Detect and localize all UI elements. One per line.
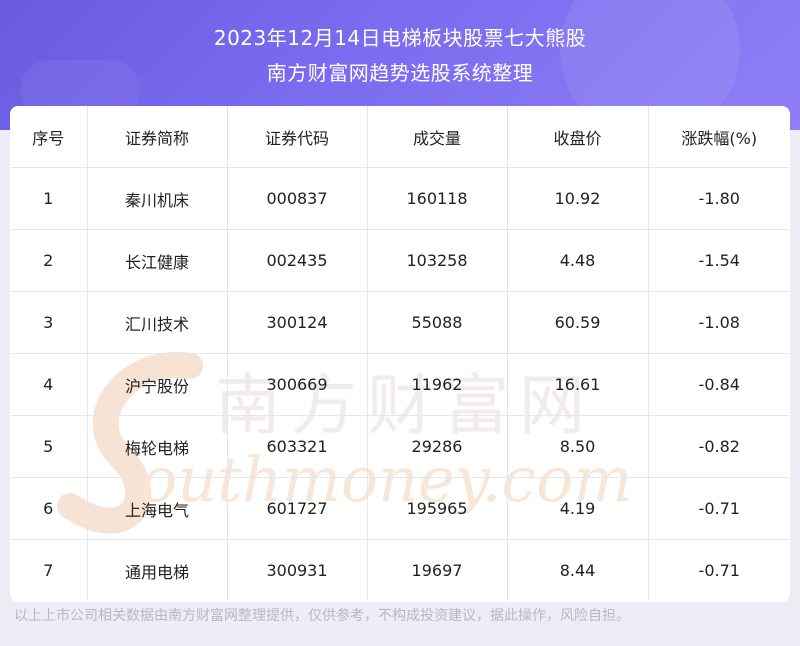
cell-index: 4 [10,353,88,416]
cell-index: 5 [10,415,88,478]
col-header-close: 收盘价 [507,106,649,168]
cell-name: 秦川机床 [87,167,228,230]
cell-close: 16.61 [507,353,649,416]
table-row: 5 梅轮电梯 603321 29286 8.50 -0.82 [10,415,790,478]
cell-volume: 160118 [367,167,508,230]
col-header-index: 序号 [10,106,88,168]
cell-close: 8.50 [507,415,649,478]
cell-index: 2 [10,229,88,292]
cell-change: -1.08 [648,291,790,354]
cell-change: -0.71 [648,477,790,540]
table-row: 6 上海电气 601727 195965 4.19 -0.71 [10,477,790,540]
cell-code: 601727 [227,477,368,540]
cell-close: 4.48 [507,229,649,292]
col-header-name: 证券简称 [87,106,228,168]
cell-name: 沪宁股份 [87,353,228,416]
cell-index: 1 [10,167,88,230]
disclaimer-text: 以上上市公司相关数据由南方财富网整理提供，仅供参考，不构成投资建议，据此操作，风… [14,608,630,624]
table-row: 2 长江健康 002435 103258 4.48 -1.54 [10,229,790,292]
cell-volume: 103258 [367,229,508,292]
cell-name: 通用电梯 [87,539,228,601]
cell-code: 300931 [227,539,368,601]
cell-index: 3 [10,291,88,354]
cell-change: -0.82 [648,415,790,478]
cell-volume: 195965 [367,477,508,540]
table-row: 4 沪宁股份 300669 11962 16.61 -0.84 [10,353,790,416]
table-row: 1 秦川机床 000837 160118 10.92 -1.80 [10,167,790,230]
cell-code: 300669 [227,353,368,416]
page-subtitle: 南方财富网趋势选股系统整理 [266,61,534,85]
cell-code: 300124 [227,291,368,354]
cell-name: 长江健康 [87,229,228,292]
cell-name: 梅轮电梯 [87,415,228,478]
col-header-change: 涨跌幅(%) [648,106,790,168]
col-header-code: 证券代码 [227,106,368,168]
cell-index: 7 [10,539,88,601]
cell-change: -0.84 [648,353,790,416]
table-row: 3 汇川技术 300124 55088 60.59 -1.08 [10,291,790,354]
col-header-volume: 成交量 [367,106,508,168]
cell-close: 4.19 [507,477,649,540]
table-row: 7 通用电梯 300931 19697 8.44 -0.71 [10,539,790,601]
cell-close: 8.44 [507,539,649,601]
cell-close: 10.92 [507,167,649,230]
page-title: 2023年12月14日电梯板块股票七大熊股 [213,26,587,50]
cell-name: 上海电气 [87,477,228,540]
cell-code: 000837 [227,167,368,230]
cell-index: 6 [10,477,88,540]
cell-volume: 55088 [367,291,508,354]
cell-code: 603321 [227,415,368,478]
cell-volume: 29286 [367,415,508,478]
cell-volume: 19697 [367,539,508,601]
cell-code: 002435 [227,229,368,292]
table-header-row: 序号 证券简称 证券代码 成交量 收盘价 涨跌幅(%) [10,106,790,168]
cell-change: -1.80 [648,167,790,230]
cell-close: 60.59 [507,291,649,354]
cell-volume: 11962 [367,353,508,416]
stock-table: 序号 证券简称 证券代码 成交量 收盘价 涨跌幅(%) 1 秦川机床 00083… [10,106,790,601]
stock-table-card: 南方财富网 outhmoney.com 序号 证券简称 证券代码 成交量 收盘价… [10,106,790,602]
cell-change: -0.71 [698,561,740,580]
cell-name: 汇川技术 [87,291,228,354]
cell-change: -1.54 [648,229,790,292]
